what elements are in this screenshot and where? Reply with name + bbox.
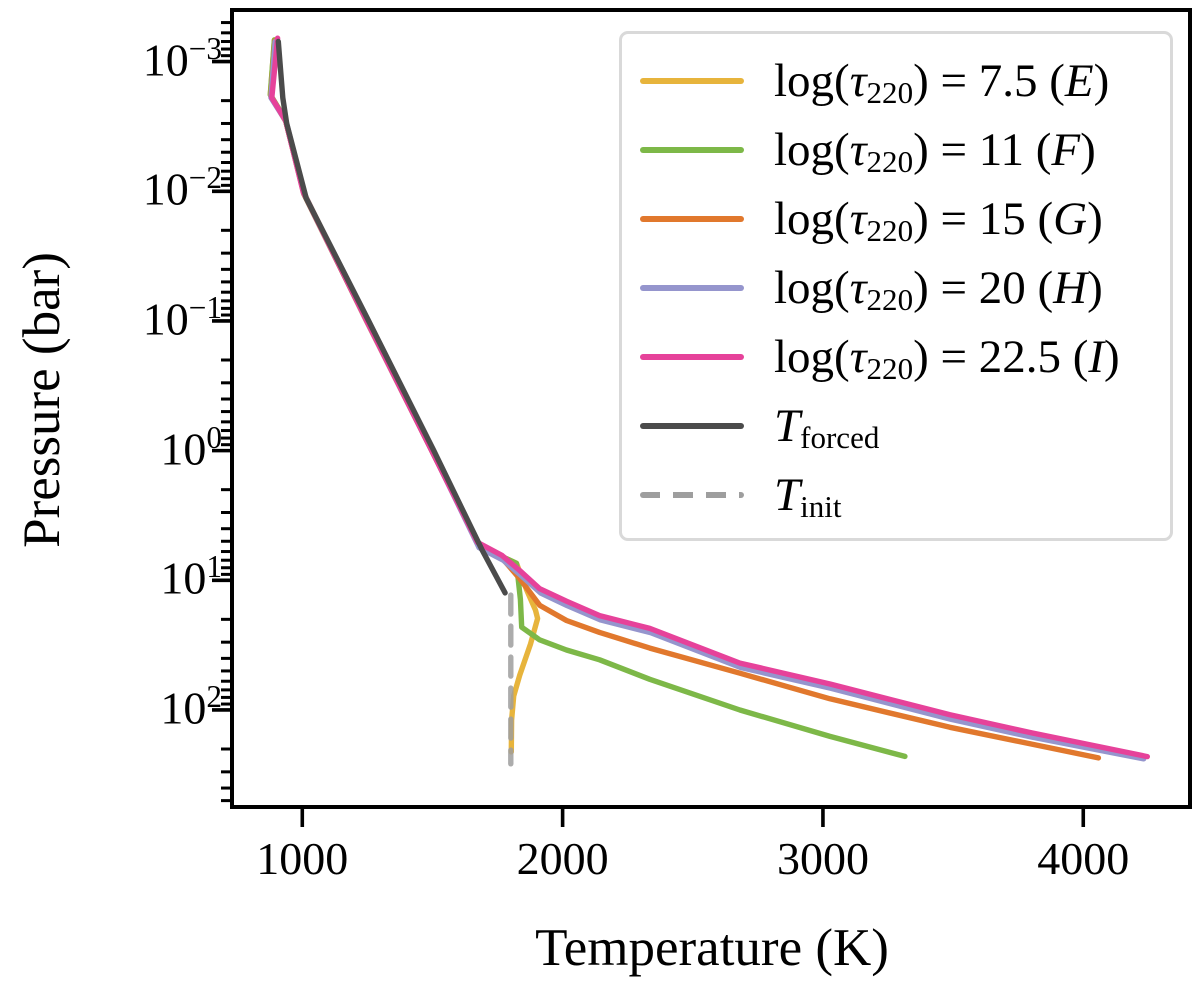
legend-item-T-forced: Tforced: [622, 392, 1170, 461]
plot-frame: [230, 8, 1192, 809]
legend-label-tau-20-H: log(τ220) = 20 (H): [774, 262, 1103, 317]
y-tick-label-1: 10−2: [142, 160, 222, 215]
legend-item-T-init: Tinit: [622, 461, 1170, 530]
curve-T-forced: [275, 38, 508, 596]
legend: log(τ220) = 7.5 (E) log(τ220) = 11 (F) log…: [619, 31, 1173, 541]
profile-curves: [267, 35, 1150, 767]
legend-swatch-tau-7p5-E: [640, 78, 744, 84]
y-tick-label-4: 101: [160, 549, 222, 604]
legend-swatch-tau-15-G: [640, 216, 744, 222]
legend-swatch-tau-11-F: [640, 147, 744, 153]
y-tick-label-2: 10−1: [142, 290, 222, 345]
x-tick-label-1: 2000: [516, 833, 609, 884]
x-axis-title: Temperature (K): [535, 919, 889, 977]
legend-label-T-forced: Tforced: [774, 400, 880, 455]
legend-item-tau-7p5-E: log(τ220) = 7.5 (E): [622, 47, 1170, 116]
legend-item-tau-11-F: log(τ220) = 11 (F): [622, 116, 1170, 185]
y-axis-title: Pressure (bar): [13, 252, 71, 548]
legend-label-tau-7p5-E: log(τ220) = 7.5 (E): [774, 55, 1110, 110]
x-tick-label-3: 4000: [1037, 833, 1130, 884]
x-tick-label-2: 3000: [776, 833, 869, 884]
legend-swatch-T-forced: [640, 423, 744, 429]
legend-label-tau-11-F: log(τ220) = 11 (F): [774, 124, 1096, 179]
legend-swatch-tau-20-H: [640, 285, 744, 291]
legend-item-tau-15-G: log(τ220) = 15 (G): [622, 185, 1170, 254]
axis-major-ticks: [212, 59, 1086, 827]
legend-swatch-tau-22p5-I: [640, 354, 744, 360]
legend-item-tau-20-H: log(τ220) = 20 (H): [622, 254, 1170, 323]
legend-label-T-init: Tinit: [774, 469, 842, 524]
legend-label-tau-15-G: log(τ220) = 15 (G): [774, 193, 1103, 248]
y-tick-label-0: 10−3: [142, 30, 222, 85]
y-tick-label-5: 102: [160, 679, 222, 734]
y-tick-label-3: 100: [160, 419, 222, 475]
legend-swatch-T-init: [640, 492, 744, 498]
x-tick-label-0: 1000: [256, 833, 349, 884]
legend-label-tau-22p5-I: log(τ220) = 22.5 (I): [774, 331, 1120, 386]
legend-item-tau-22p5-I: log(τ220) = 22.5 (I): [622, 323, 1170, 392]
